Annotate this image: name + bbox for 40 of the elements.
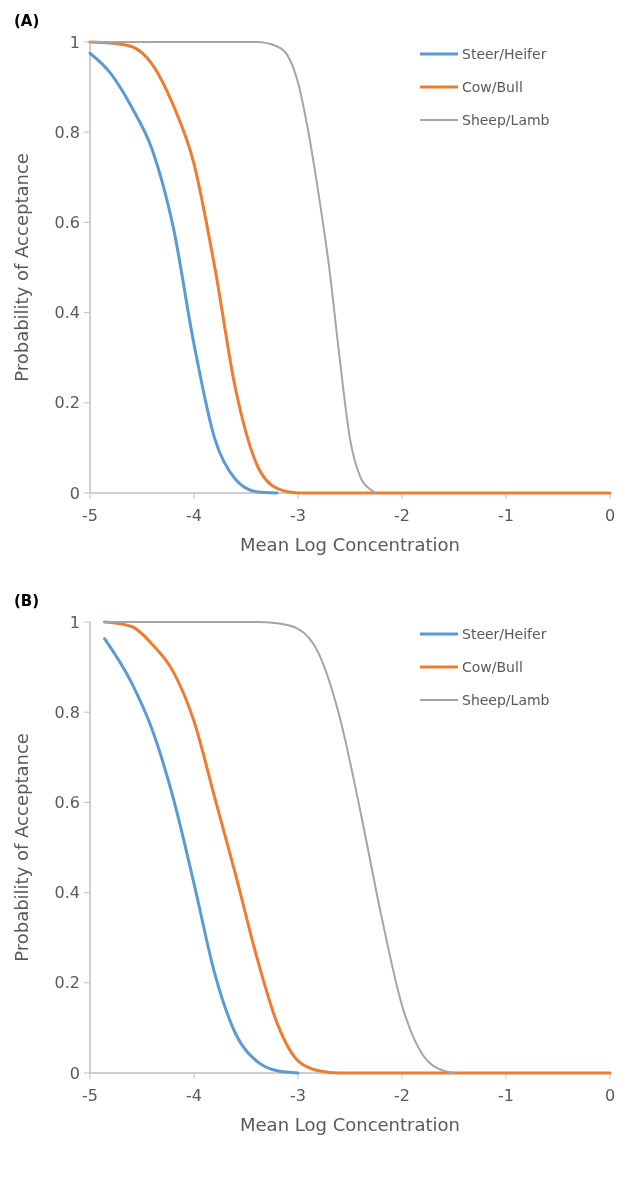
x-tick-label: -2	[394, 506, 410, 525]
x-tick-label: -3	[290, 1086, 306, 1105]
x-tick-label: -3	[290, 506, 306, 525]
y-tick-label: 0.4	[54, 883, 80, 903]
legend-label: Steer/Heifer	[462, 625, 547, 642]
x-tick-label: 0	[604, 506, 616, 525]
legend-label: Sheep/Lamb	[462, 691, 550, 708]
x-tick-label: -4	[186, 506, 202, 525]
x-axis-title: Mean Log Concentration	[240, 534, 460, 555]
line-series	[103, 620, 612, 1075]
y-tick-label: 0	[69, 483, 80, 503]
y-tick-label: 0.4	[54, 303, 80, 323]
line-series	[88, 51, 279, 495]
x-tick-label: -5	[82, 1086, 98, 1105]
y-axis-title: Probability of Acceptance	[11, 153, 32, 382]
y-tick-label: 0.6	[54, 213, 80, 232]
chart-title: (B)	[14, 592, 40, 610]
chart-title: (A)	[14, 12, 40, 30]
line-series	[103, 637, 300, 1075]
legend-label: Steer/Heifer	[462, 45, 547, 62]
y-tick-label: 0.8	[54, 122, 80, 142]
y-tick-label: 1	[69, 612, 80, 632]
x-axis-title: Mean Log Concentration	[240, 1114, 460, 1135]
legend-label: Cow/Bull	[462, 78, 523, 95]
y-tick-label: 0.6	[54, 793, 80, 812]
legend-label: Cow/Bull	[462, 658, 523, 675]
y-tick-label: 0.2	[54, 393, 80, 413]
y-axis-title: Probability of Acceptance	[11, 733, 32, 962]
x-tick-label: -5	[82, 506, 98, 525]
y-tick-label: 0	[69, 1063, 80, 1083]
x-tick-label: -1	[498, 1086, 514, 1105]
y-tick-label: 1	[69, 32, 80, 52]
x-tick-label: -1	[498, 506, 514, 525]
y-tick-label: 0.8	[54, 702, 80, 722]
line-series	[103, 621, 455, 1074]
x-tick-label: -2	[394, 1086, 410, 1105]
legend-label: Sheep/Lamb	[462, 111, 550, 128]
y-tick-label: 0.2	[54, 973, 80, 993]
x-tick-label: 0	[604, 1086, 616, 1105]
x-tick-label: -4	[186, 1086, 202, 1105]
